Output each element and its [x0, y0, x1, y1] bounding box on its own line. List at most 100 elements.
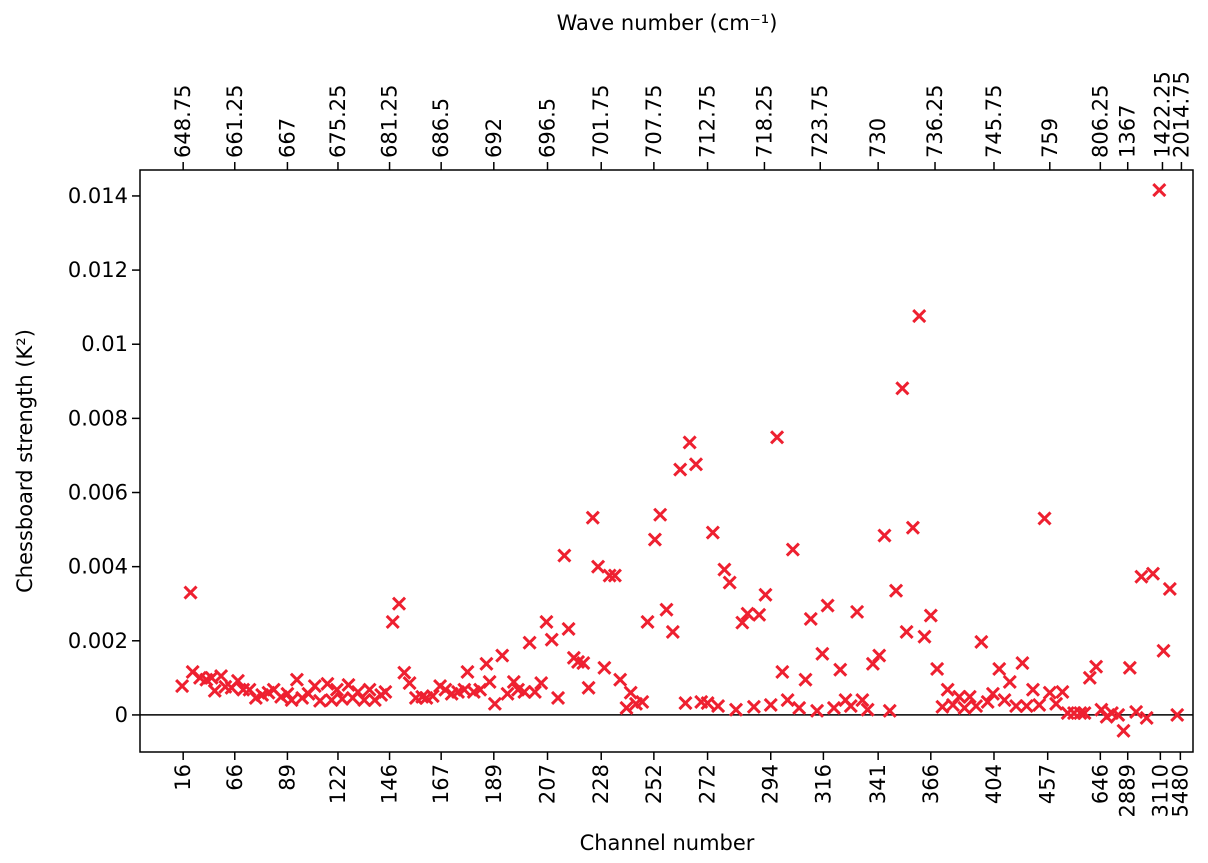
point [1152, 182, 1167, 198]
point [665, 624, 680, 639]
point [820, 598, 835, 613]
point [1049, 696, 1064, 711]
point [1009, 698, 1024, 714]
point [357, 693, 372, 708]
x2-tick-label: 696.5 [536, 98, 560, 158]
point [895, 381, 910, 396]
y-tick-label: 0.014 [68, 184, 128, 208]
point [930, 661, 945, 677]
point [307, 678, 322, 694]
x2-tick-label: 686.5 [429, 98, 453, 158]
point [969, 698, 984, 714]
x2-tick-label: 701.75 [589, 85, 613, 158]
point [1015, 655, 1030, 671]
point [740, 606, 755, 621]
point [653, 507, 668, 522]
x2-tick-label: 648.75 [171, 85, 195, 158]
point [673, 462, 688, 477]
point [935, 699, 950, 714]
plot-frame [139, 169, 1194, 753]
point [613, 672, 628, 687]
point [1073, 706, 1088, 721]
point [207, 683, 222, 698]
point [798, 672, 813, 687]
y-axis-title: Chessboard strength (K²) [13, 329, 37, 593]
point [728, 702, 744, 717]
point [974, 634, 989, 649]
x2-tick-label: 675.25 [326, 85, 350, 158]
point [700, 696, 715, 711]
point [752, 607, 767, 622]
x2-tick-label: 712.75 [696, 85, 720, 158]
x2-tick-label: 745.75 [982, 85, 1006, 158]
y-tick-label: 0.01 [81, 332, 128, 356]
x2-tick-label: 736.25 [923, 85, 947, 158]
x2-tick-label: 681.25 [378, 85, 402, 158]
point [175, 678, 190, 694]
point [985, 686, 1000, 701]
point [1019, 698, 1034, 714]
x-tick-label: 646 [1088, 764, 1112, 804]
point [923, 608, 938, 623]
point [803, 611, 818, 626]
x-tick-label: 457 [1036, 764, 1060, 804]
point [957, 700, 972, 715]
point [534, 675, 549, 691]
point [780, 693, 795, 708]
point [460, 664, 475, 679]
point [997, 693, 1012, 708]
point [602, 568, 617, 583]
point [581, 680, 596, 695]
x-tick-label: 366 [919, 764, 943, 804]
point [590, 559, 606, 574]
x-tick-label: 316 [811, 764, 835, 804]
point [1032, 697, 1047, 712]
x2-tick-label: 1367 [1116, 105, 1140, 158]
point [688, 457, 704, 472]
point [810, 703, 825, 718]
x-tick-label: 252 [642, 764, 666, 804]
point [527, 684, 542, 700]
point [1037, 511, 1052, 526]
x2-tick-label: 1422.25 [1150, 71, 1174, 158]
point [550, 690, 566, 705]
point [711, 698, 726, 714]
x2-tick-label: 661.25 [223, 85, 247, 158]
point [561, 621, 576, 636]
x-tick-label: 228 [589, 764, 613, 804]
point [487, 696, 502, 711]
y-tick-label: 0.006 [68, 481, 128, 505]
point [860, 702, 875, 717]
point [479, 656, 494, 671]
point [183, 585, 198, 600]
point [635, 694, 650, 710]
point [1156, 643, 1171, 658]
point [329, 682, 344, 697]
point [917, 629, 932, 644]
x2-tick-label: 718.25 [752, 85, 776, 158]
point [385, 614, 400, 629]
point [758, 587, 773, 602]
x-tick-label: 207 [536, 764, 560, 804]
point [557, 548, 572, 563]
point [402, 675, 417, 691]
point [500, 686, 515, 701]
point [1055, 684, 1070, 700]
x-tick-label: 167 [429, 764, 453, 804]
y-tick-label: 0.004 [68, 555, 128, 579]
point [1122, 660, 1137, 675]
point [815, 646, 830, 661]
point [705, 525, 720, 540]
point [438, 682, 453, 697]
x-tick-label: 66 [223, 764, 247, 791]
point [576, 655, 591, 671]
point [623, 685, 638, 700]
point [792, 700, 807, 715]
point [952, 689, 967, 704]
point [1111, 707, 1126, 722]
point [585, 510, 600, 525]
point [313, 693, 328, 708]
point [391, 596, 407, 611]
